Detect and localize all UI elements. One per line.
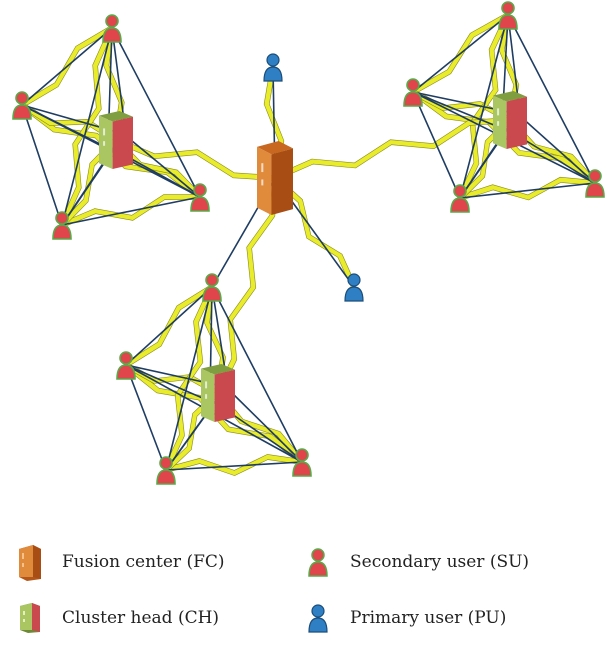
legend-label-cluster-head: Cluster head (CH) [62, 608, 220, 628]
wireless-link-ch-fc [115, 137, 276, 181]
legend-item-primary-user: Primary user (PU) [300, 598, 506, 638]
su-link-left [61, 27, 113, 226]
server-tower-orange-icon [12, 542, 48, 582]
fusion-center-node [257, 141, 293, 215]
wireless-links [19, 12, 597, 476]
secondary-user-node [156, 456, 176, 485]
cluster-head-node [99, 111, 133, 169]
legend-item-cluster-head: Cluster head (CH) [12, 598, 219, 638]
person-blue-icon [300, 598, 336, 638]
wireless-link-bottom [165, 454, 303, 476]
su-link-bottom [165, 461, 303, 471]
su-link-bottom [125, 286, 213, 366]
server-tower-green-icon [12, 598, 48, 638]
legend-label-secondary-user: Secondary user (SU) [350, 552, 530, 572]
su-ch-link-right [412, 91, 507, 131]
legend-item-fusion-center: Fusion center (FC) [12, 542, 225, 582]
secondary-user-node [52, 211, 72, 240]
person-red-icon [300, 542, 336, 582]
legend: Fusion center (FC) Cluster head (CH) Sec… [0, 540, 606, 646]
su-ch-link-left [125, 135, 201, 198]
cluster-head-node [493, 91, 527, 149]
secondary-user-node [102, 14, 122, 43]
su-ch-link-bottom [125, 364, 215, 404]
primary-user-node [263, 53, 283, 82]
secondary-user-node [116, 351, 136, 380]
legend-item-secondary-user: Secondary user (SU) [300, 542, 529, 582]
network-diagram [12, 1, 605, 485]
secondary-user-node [498, 1, 518, 30]
su-link-left [21, 104, 63, 226]
secondary-user-node [202, 273, 222, 302]
network-nodes [12, 1, 605, 485]
su-link-right [507, 14, 596, 184]
su-ch-link-left [21, 104, 113, 151]
secondary-user-node [190, 183, 210, 212]
secondary-user-node [12, 91, 32, 120]
su-link-left [21, 27, 113, 106]
legend-label-fusion-center: Fusion center (FC) [62, 552, 225, 572]
su-link-left [111, 27, 201, 198]
su-ch-link-right [519, 115, 596, 184]
secondary-user-node [585, 169, 605, 198]
su-link-right [412, 14, 509, 93]
secondary-user-node [450, 184, 470, 213]
cluster-head-node [201, 364, 235, 422]
su-link-left [61, 196, 201, 226]
legend-label-primary-user: Primary user (PU) [350, 608, 507, 628]
su-link-bottom [125, 364, 167, 471]
su-link-bottom [211, 286, 303, 463]
secondary-user-node [403, 78, 423, 107]
su-ch-link-bottom [227, 388, 303, 463]
secondary-user-node [292, 448, 312, 477]
cluster-links [21, 14, 596, 471]
primary-user-node [344, 273, 364, 302]
su-link-right [412, 91, 461, 199]
su-link-right [459, 182, 596, 199]
